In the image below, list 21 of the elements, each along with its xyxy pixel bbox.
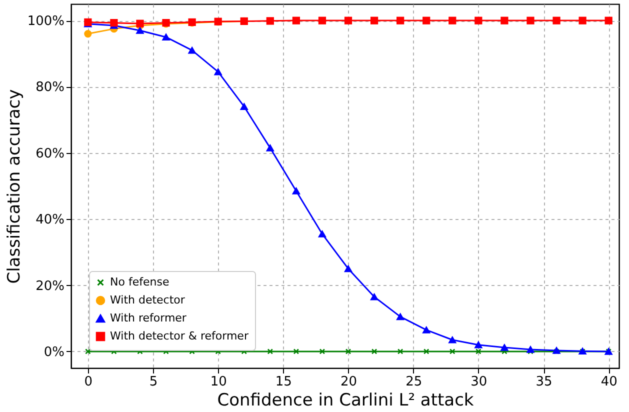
y-tick-label: 100% bbox=[27, 14, 64, 30]
x-tick-label: 5 bbox=[149, 374, 158, 390]
x-tick-label: 35 bbox=[536, 374, 552, 390]
y-axis-title: Classification accuracy bbox=[4, 89, 24, 284]
legend-label: With detector bbox=[110, 294, 186, 306]
x-tick-label: 30 bbox=[470, 374, 488, 390]
y-tick-label: 80% bbox=[36, 80, 64, 96]
y-tick-label: 40% bbox=[36, 212, 64, 228]
x-axis-title: Confidence in Carlini L² attack bbox=[217, 390, 474, 410]
legend-label: With reformer bbox=[110, 312, 187, 324]
y-tick-label: 20% bbox=[36, 278, 64, 294]
x-tick-label: 20 bbox=[340, 374, 358, 390]
y-tick-label: 60% bbox=[36, 146, 64, 162]
x-tick-label: 10 bbox=[210, 374, 227, 390]
y-tick-label: 0% bbox=[44, 344, 64, 360]
legend-label: With detector & reformer bbox=[110, 330, 249, 342]
x-tick-label: 15 bbox=[275, 374, 292, 390]
x-tick-label: 25 bbox=[406, 374, 422, 390]
legend-label: No fefense bbox=[110, 276, 170, 288]
x-tick-label: 0 bbox=[84, 374, 93, 390]
x-tick-label: 40 bbox=[600, 374, 618, 390]
